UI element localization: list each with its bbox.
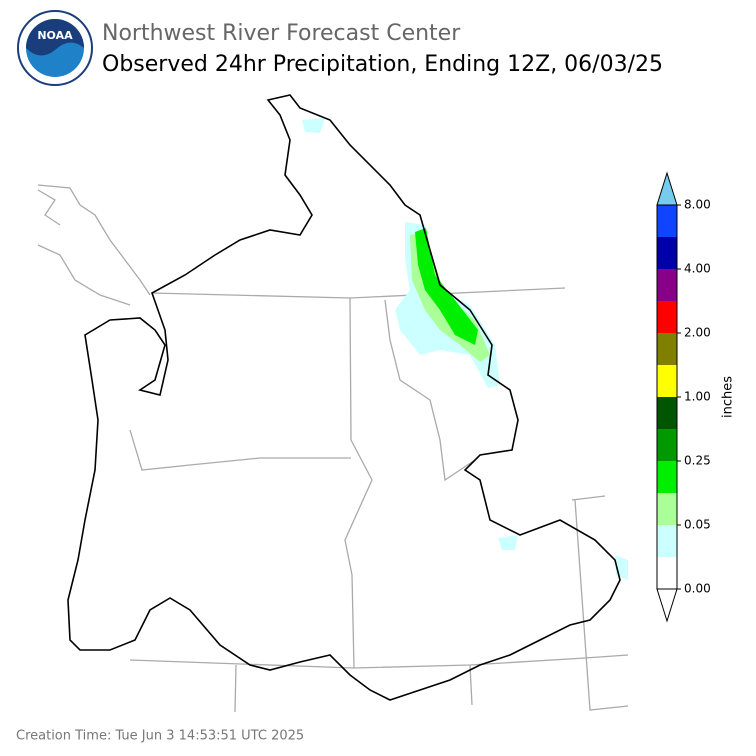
noaa-logo: NOAA <box>17 10 93 86</box>
agency-title: Northwest River Forecast Center <box>102 21 461 46</box>
border-mt-wy <box>571 495 629 711</box>
colorbar-segment <box>657 205 677 237</box>
colorbar-segment <box>657 237 677 269</box>
colorbar-label: 8.00 <box>684 198 711 212</box>
map-title: Observed 24hr Precipitation, Ending 12Z,… <box>102 52 663 77</box>
colorbar-label: 0.25 <box>684 454 711 468</box>
colorbar-segment <box>657 333 677 365</box>
colorbar-segment <box>657 557 677 589</box>
precip-light <box>498 535 518 550</box>
basin-outline <box>384 299 476 482</box>
border-canada <box>151 287 566 299</box>
colorbar-segment <box>657 397 677 429</box>
precip-heavy <box>415 228 478 345</box>
colorbar-segment <box>657 365 677 397</box>
colorbar-label: 2.00 <box>684 326 711 340</box>
border-south <box>129 654 629 669</box>
precip-areas <box>302 118 628 580</box>
border-wa-or <box>129 429 351 471</box>
state-lines <box>37 184 629 713</box>
border-ticks <box>234 664 473 713</box>
colorbar-label: 4.00 <box>684 262 711 276</box>
colorbar-under <box>656 588 678 623</box>
colorbar-segment <box>657 429 677 461</box>
creation-time: Creation Time: Tue Jun 3 14:53:51 UTC 20… <box>16 729 304 744</box>
colorbar-label: 0.00 <box>684 582 711 596</box>
colorbar-label: 1.00 <box>684 390 711 404</box>
colorbar-segment <box>657 301 677 333</box>
colorbar-segment <box>657 493 677 525</box>
colorbar-unit: inches <box>721 376 736 418</box>
colorbar-segment <box>657 269 677 301</box>
bc-coast <box>37 184 151 306</box>
logo-top <box>26 19 84 56</box>
colorbar-over <box>656 171 678 206</box>
colorbar-segment <box>657 461 677 493</box>
precip-light <box>302 118 325 133</box>
border-wa-id <box>344 297 373 669</box>
colorbar-label: 0.05 <box>684 518 711 532</box>
logo-text: NOAA <box>37 29 73 42</box>
colorbar: 0.00 0.05 0.25 1.00 2.00 4.00 8.00 <box>656 171 711 623</box>
basin-boundary <box>67 94 621 701</box>
colorbar-segment <box>657 525 677 557</box>
